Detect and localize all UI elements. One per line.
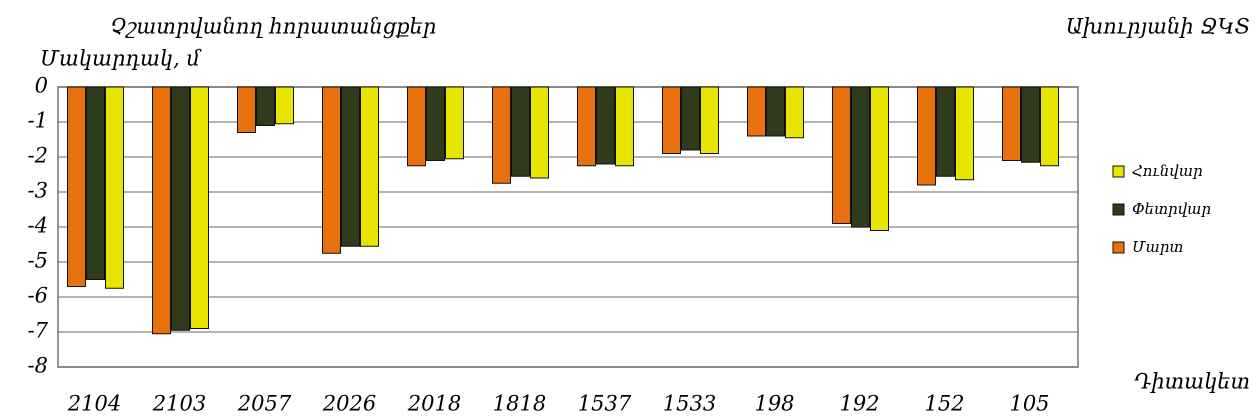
chart-title: Չշատրվանող հորատանցքեր [110, 15, 436, 39]
y-tick-label: -2 [28, 144, 48, 168]
bar [596, 86, 615, 165]
bar [681, 86, 700, 151]
bar [445, 86, 464, 160]
bar [577, 86, 596, 167]
bar [1021, 86, 1040, 163]
plot-frame [57, 86, 1079, 368]
x-tick-label: 2018 [407, 392, 461, 416]
bar [700, 86, 719, 154]
bar [747, 86, 766, 137]
bar [511, 86, 530, 177]
x-tick-label: 1537 [578, 392, 632, 416]
bar [530, 86, 549, 179]
bar [237, 86, 256, 133]
bar [322, 86, 341, 254]
x-tick-label: 2026 [322, 392, 376, 416]
legend-swatch [1112, 165, 1125, 178]
bar [955, 86, 974, 181]
bar [870, 86, 889, 231]
bar [615, 86, 634, 167]
x-tick-label: 2104 [67, 392, 121, 416]
x-axis-label: Դիտակետ [1134, 370, 1250, 394]
bar [1002, 86, 1021, 161]
bar [341, 86, 360, 247]
bar [832, 86, 851, 224]
y-tick-label: -4 [28, 214, 48, 238]
x-tick-label: 1818 [493, 392, 546, 416]
legend-swatch [1112, 241, 1125, 254]
bar [360, 86, 379, 247]
y-axis-label: Մակարդակ, մ [40, 47, 202, 71]
bar [1040, 86, 1059, 167]
bar [67, 86, 86, 287]
bar [766, 86, 785, 137]
x-tick-label: 2057 [237, 392, 292, 416]
x-tick-label: 152 [924, 392, 964, 416]
bar [86, 86, 105, 280]
y-tick-label: -1 [28, 109, 48, 133]
y-tick-label: -3 [28, 179, 48, 203]
bar [492, 86, 511, 184]
bar [190, 86, 209, 329]
bar [171, 86, 190, 331]
bar [426, 86, 445, 161]
bar [936, 86, 955, 177]
bar [785, 86, 804, 139]
bar [917, 86, 936, 186]
bar [662, 86, 681, 154]
legend-swatch [1112, 203, 1125, 216]
x-tick-label: 192 [839, 392, 879, 416]
legend-label: Փետրվար [1132, 200, 1211, 218]
x-tick-label: 2103 [152, 392, 206, 416]
bar [407, 86, 426, 167]
legend-label: Հունվար [1132, 162, 1203, 180]
x-tick-label: 198 [754, 392, 794, 416]
bar [275, 86, 294, 125]
x-tick-label: 105 [1009, 392, 1049, 416]
y-tick-label: -5 [28, 249, 48, 273]
bar [851, 86, 870, 228]
chart-subtitle: Ախուրյանի ՋԿՏ [1066, 15, 1250, 39]
bar [152, 86, 171, 335]
bar [256, 86, 275, 126]
x-tick-label: 1533 [663, 392, 716, 416]
y-tick-label: -8 [28, 354, 48, 378]
legend-label: Մարտ [1132, 238, 1183, 256]
bar [105, 86, 124, 289]
y-tick-label: -6 [28, 284, 48, 308]
y-tick-label: 0 [35, 74, 48, 98]
y-tick-label: -7 [28, 319, 49, 343]
